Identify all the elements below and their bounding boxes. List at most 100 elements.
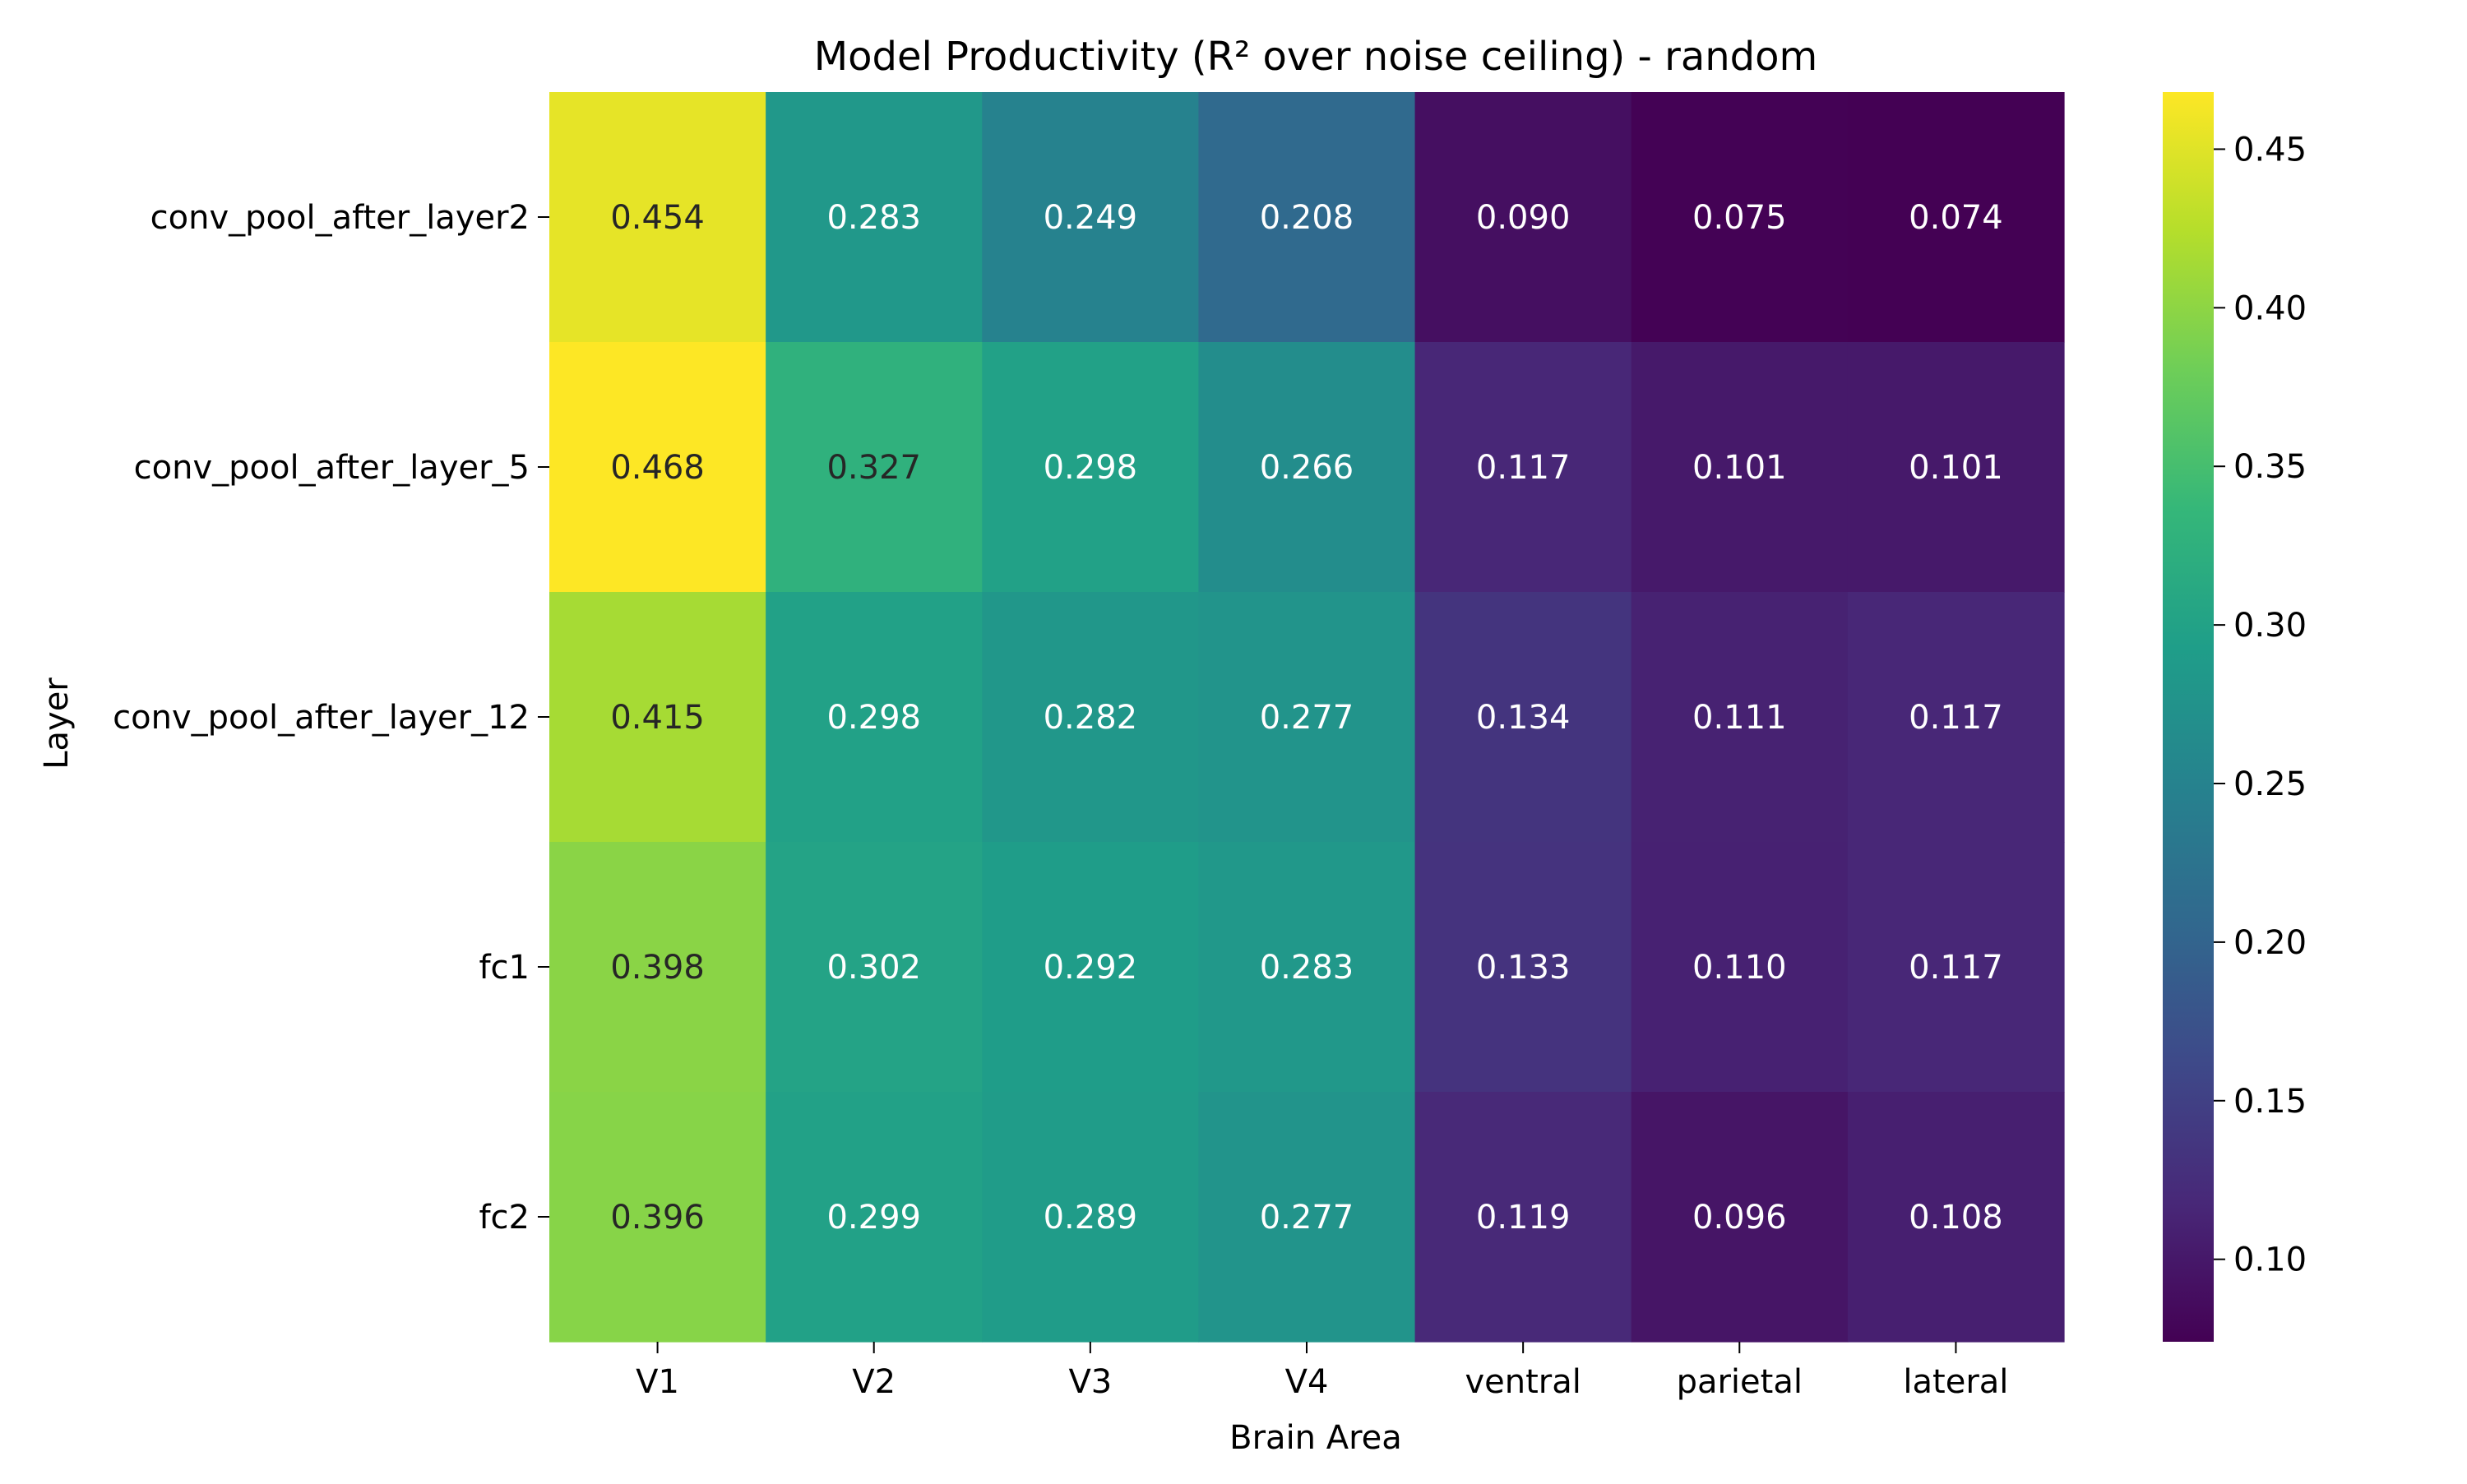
cell-value-label: 0.117 — [1909, 699, 2003, 737]
heatmap-cell — [982, 1092, 1200, 1343]
cell-value-label: 0.289 — [1044, 1199, 1138, 1237]
x-tick-label-v2: V2 — [852, 1363, 896, 1401]
cell-value-label: 0.396 — [610, 1199, 705, 1237]
cell-value-label: 0.117 — [1476, 449, 1571, 487]
cell-value-label: 0.266 — [1260, 449, 1354, 487]
cell-value-label: 0.298 — [1044, 449, 1138, 487]
cell-value-label: 0.101 — [1692, 449, 1787, 487]
x-tick-label-v1: V1 — [636, 1363, 679, 1401]
cell-value-label: 0.454 — [610, 199, 705, 237]
colorbar-tick-label: 0.15 — [2233, 1083, 2307, 1121]
cell-value-label: 0.096 — [1692, 1199, 1787, 1237]
colorbar-tick-label: 0.20 — [2233, 924, 2307, 962]
heatmap-cell — [1847, 1092, 2065, 1343]
cell-value-label: 0.277 — [1260, 699, 1354, 737]
cell-value-label: 0.119 — [1476, 1199, 1571, 1237]
heatmap-cell — [549, 92, 766, 343]
cell-value-label: 0.111 — [1692, 699, 1787, 737]
colorbar-tick-label: 0.45 — [2233, 131, 2307, 169]
x-tick-label-lateral: lateral — [1903, 1363, 2008, 1401]
heatmap-cell — [549, 592, 766, 843]
colorbar-tick-label: 0.10 — [2233, 1241, 2307, 1279]
heatmap-cell — [1414, 1092, 1632, 1343]
cell-value-label: 0.133 — [1476, 949, 1571, 987]
y-tick-label-conv-pool-after-layer2: conv_pool_after_layer2 — [150, 199, 530, 237]
cell-value-label: 0.415 — [610, 699, 705, 737]
heatmap-cell — [982, 342, 1200, 593]
cell-value-label: 0.277 — [1260, 1199, 1354, 1237]
heatmap-cell — [1198, 1092, 1416, 1343]
heatmap-cell — [1631, 1092, 1849, 1343]
y-tick-label-conv-pool-after-layer-12: conv_pool_after_layer_12 — [113, 699, 530, 737]
heatmap-cell — [549, 342, 766, 593]
cell-value-label: 0.101 — [1909, 449, 2003, 487]
colorbar-tick-label: 0.40 — [2233, 289, 2307, 327]
colorbar: 0.10 0.15 0.20 0.25 0.30 0.35 0.40 0.45 — [2163, 92, 2307, 1342]
heatmap-cell — [1847, 842, 2065, 1093]
heatmap-cell — [1198, 592, 1416, 843]
y-axis-ticks: conv_pool_after_layer2 conv_pool_after_la… — [113, 199, 549, 1237]
heatmap-cell — [1631, 92, 1849, 343]
cell-value-label: 0.282 — [1044, 699, 1138, 737]
cell-value-label: 0.090 — [1476, 199, 1571, 237]
heatmap-cell — [766, 92, 983, 343]
x-tick-label-v4: V4 — [1285, 1363, 1329, 1401]
heatmap-cell — [982, 842, 1200, 1093]
heatmap-cell — [766, 1092, 983, 1343]
cell-value-label: 0.110 — [1692, 949, 1787, 987]
cell-value-label: 0.398 — [610, 949, 705, 987]
colorbar-tick-label: 0.25 — [2233, 765, 2307, 803]
heatmap-cell-labels: 0.454 0.283 0.249 0.208 0.090 0.075 0.074 0.468… — [610, 199, 2002, 1237]
heatmap-cell — [1847, 592, 2065, 843]
heatmap-cell — [1631, 842, 1849, 1093]
cell-value-label: 0.292 — [1044, 949, 1138, 987]
heatmap-cell — [549, 842, 766, 1093]
heatmap-cell — [1631, 592, 1849, 843]
cell-value-label: 0.108 — [1909, 1199, 2003, 1237]
heatmap-cell — [1414, 842, 1632, 1093]
chart-title: Model Productivity (R² over noise ceilin… — [814, 34, 1818, 80]
heatmap-cell — [1198, 92, 1416, 343]
cell-value-label: 0.134 — [1476, 699, 1571, 737]
cell-value-label: 0.208 — [1260, 199, 1354, 237]
heatmap-cell — [549, 1092, 766, 1343]
y-tick-label-fc2: fc2 — [479, 1199, 530, 1237]
heatmap-cell — [982, 92, 1200, 343]
heatmap-cell — [1414, 592, 1632, 843]
heatmap-cell — [1198, 342, 1416, 593]
heatmap-cell — [1198, 842, 1416, 1093]
x-tick-label-ventral: ventral — [1465, 1363, 1581, 1401]
cell-value-label: 0.117 — [1909, 949, 2003, 987]
heatmap-cell — [766, 342, 983, 593]
x-tick-label-parietal: parietal — [1677, 1363, 1803, 1401]
heatmap-cell — [766, 842, 983, 1093]
cell-value-label: 0.283 — [1260, 949, 1354, 987]
cell-value-label: 0.249 — [1044, 199, 1138, 237]
heatmap-cell — [1631, 342, 1849, 593]
heatmap-cell — [1414, 342, 1632, 593]
x-axis-ticks: V1 V2 V3 V4 ventral parietal lateral — [636, 1342, 2008, 1401]
heatmap-cell — [1414, 92, 1632, 343]
heatmap-cell — [766, 592, 983, 843]
x-axis-label: Brain Area — [1229, 1419, 1402, 1457]
y-tick-label-fc1: fc1 — [479, 949, 530, 987]
colorbar-gradient — [2163, 92, 2214, 1342]
x-tick-label-v3: V3 — [1068, 1363, 1112, 1401]
cell-value-label: 0.302 — [826, 949, 921, 987]
cell-value-label: 0.075 — [1692, 199, 1787, 237]
cell-value-label: 0.299 — [826, 1199, 921, 1237]
cell-value-label: 0.298 — [826, 699, 921, 737]
cell-value-label: 0.327 — [826, 449, 921, 487]
cell-value-label: 0.283 — [826, 199, 921, 237]
y-axis-label: Layer — [38, 677, 76, 770]
y-tick-label-conv-pool-after-layer-5: conv_pool_after_layer_5 — [134, 449, 530, 487]
cell-value-label: 0.074 — [1909, 199, 2003, 237]
colorbar-tick-label: 0.30 — [2233, 607, 2307, 645]
colorbar-tick-label: 0.35 — [2233, 448, 2307, 486]
heatmap-cell — [1847, 342, 2065, 593]
heatmap-cell — [982, 592, 1200, 843]
heatmap-cell — [1847, 92, 2065, 343]
cell-value-label: 0.468 — [610, 449, 705, 487]
heatmap-cells — [549, 92, 2065, 1343]
